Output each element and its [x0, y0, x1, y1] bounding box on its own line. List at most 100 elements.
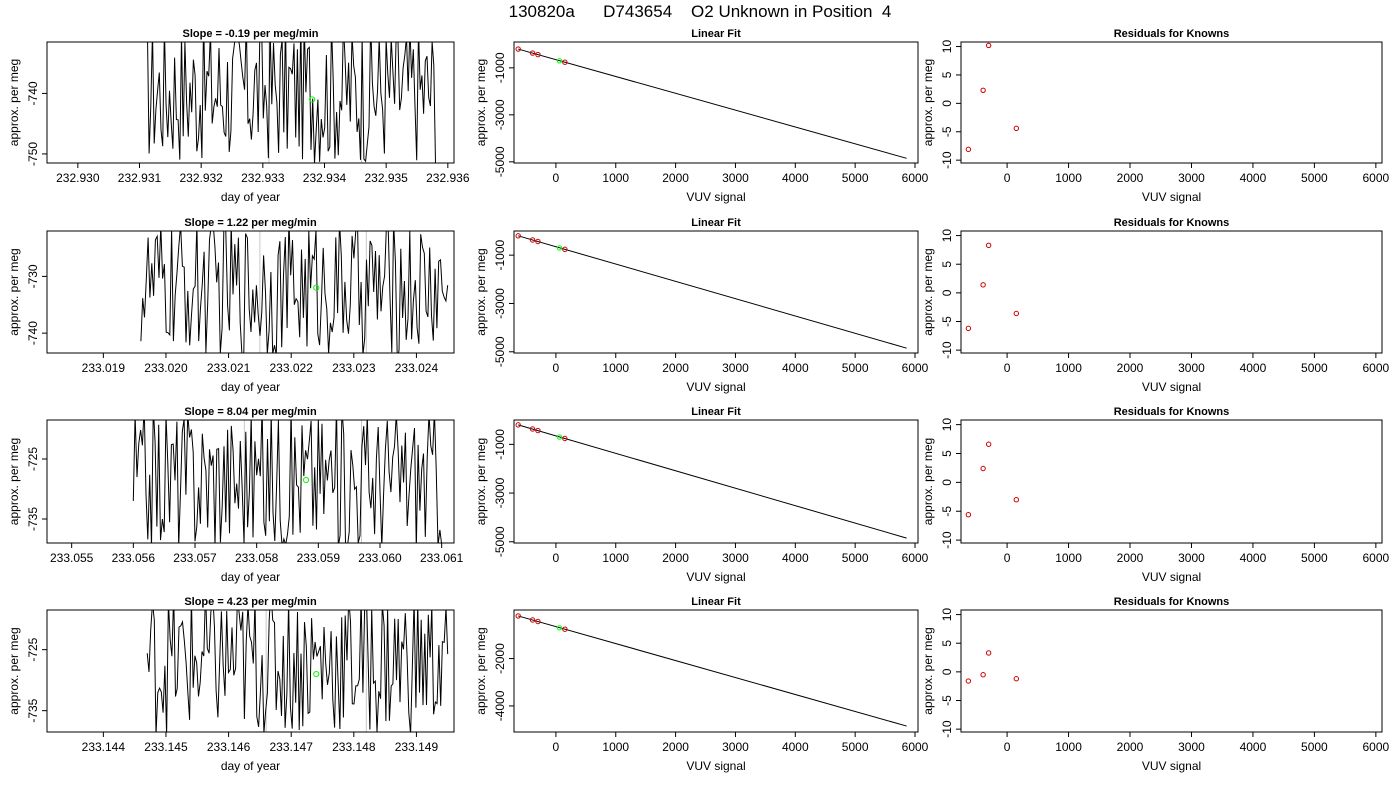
- y-tick-label: -10: [940, 720, 954, 738]
- signal-trace: [140, 231, 449, 353]
- x-tick-label: 1000: [602, 551, 629, 565]
- known-point: [529, 50, 536, 56]
- fit-line: [518, 235, 907, 349]
- x-tick-label: 6000: [902, 740, 929, 754]
- known-point: [980, 672, 986, 678]
- known-point: [1013, 310, 1020, 317]
- x-tick-label: 1000: [602, 740, 629, 754]
- known-point: [980, 282, 986, 288]
- x-tick-label: 233.019: [82, 361, 126, 375]
- y-tick-label: -5: [940, 695, 954, 706]
- known-point: [985, 42, 992, 49]
- x-axis-label: day of year: [221, 380, 280, 394]
- y-tick-label: -725: [26, 447, 40, 471]
- x-axis-label: day of year: [221, 570, 280, 584]
- x-tick-label: 1000: [602, 361, 629, 375]
- known-point: [515, 46, 521, 52]
- x-axis-label: VUV signal: [686, 570, 745, 584]
- panel-2-2: Linear Fit 0 1000 2000 3000 4000 5000 6000 -5000…: [474, 217, 929, 394]
- known-point: [535, 427, 541, 434]
- y-tick-label: -725: [26, 637, 40, 661]
- y-tick-label: -5000: [493, 146, 507, 177]
- x-tick-label: 233.024: [395, 361, 439, 375]
- x-tick-label: 5000: [842, 740, 869, 754]
- known-point: [980, 465, 986, 472]
- panel-2-1: Linear Fit 0 1000 2000 3000 4000 5000 6000 -5000…: [474, 28, 929, 204]
- y-tick-label: 10: [940, 608, 954, 622]
- x-axis-label: VUV signal: [1142, 190, 1201, 204]
- y-axis-label: approx. per meg: [7, 248, 21, 335]
- plot-area: [146, 610, 449, 732]
- x-tick-label: 233.020: [144, 361, 188, 375]
- x-tick-label: 5000: [842, 171, 869, 185]
- panel-frame: [513, 230, 919, 354]
- fit-line: [518, 424, 907, 539]
- x-tick-label: 0: [1004, 171, 1011, 185]
- y-tick-label: -735: [26, 698, 40, 722]
- y-axis-label: approx. per meg: [921, 627, 935, 714]
- known-point: [529, 426, 536, 432]
- x-tick-label: 233.023: [332, 361, 376, 375]
- x-tick-label: 5000: [842, 361, 869, 375]
- y-tick-label: -5000: [493, 526, 507, 557]
- known-point: [515, 422, 521, 428]
- unknown-point: [556, 245, 563, 251]
- y-tick-label: -3000: [493, 99, 507, 130]
- known-point: [985, 242, 992, 249]
- y-tick-label: 5: [940, 450, 954, 457]
- known-point: [985, 650, 992, 656]
- y-axis-label: approx. per meg: [474, 627, 488, 714]
- panel-frame: [960, 419, 1383, 544]
- y-axis-label: approx. per meg: [7, 438, 21, 525]
- panel-2-4: Linear Fit 0 1000 2000 3000 4000 5000 6000 -4000…: [474, 596, 929, 773]
- panel-2-3: Linear Fit 0 1000 2000 3000 4000 5000 6000 -5000…: [474, 406, 929, 584]
- y-tick-label: -2000: [493, 643, 507, 674]
- x-tick-label: 6000: [1363, 171, 1390, 185]
- plot-area: [965, 42, 1020, 153]
- y-tick-label: -750: [26, 142, 40, 166]
- known-point: [562, 435, 568, 442]
- x-axis-label: day of year: [221, 190, 280, 204]
- x-tick-label: 5000: [1301, 361, 1328, 375]
- y-tick-label: 5: [940, 71, 954, 78]
- x-tick-label: 233.060: [358, 551, 402, 565]
- signal-trace: [146, 610, 449, 732]
- y-tick-label: 0: [940, 668, 954, 675]
- x-tick-label: 2000: [1117, 740, 1144, 754]
- plot-area: [515, 613, 907, 727]
- known-point: [1013, 676, 1020, 682]
- x-tick-label: 1000: [602, 171, 629, 185]
- y-axis-label: approx. per meg: [7, 59, 21, 146]
- x-tick-label: 1000: [1055, 171, 1082, 185]
- unknown-point: [313, 670, 320, 678]
- plot-area: [140, 231, 449, 353]
- y-tick-label: 0: [940, 289, 954, 296]
- x-axis-label: VUV signal: [686, 380, 745, 394]
- x-tick-label: 233.149: [395, 740, 439, 754]
- x-axis-label: VUV signal: [686, 190, 745, 204]
- y-tick-label: -10: [940, 151, 954, 169]
- plot-area: [515, 233, 907, 349]
- x-tick-label: 0: [553, 740, 560, 754]
- y-axis-label: approx. per meg: [7, 627, 21, 714]
- known-point: [965, 512, 972, 518]
- x-tick-label: 232.930: [56, 171, 100, 185]
- signal-trace: [132, 420, 442, 543]
- x-tick-label: 233.146: [207, 740, 251, 754]
- y-tick-label: -1000: [493, 239, 507, 270]
- x-tick-label: 0: [1004, 361, 1011, 375]
- x-tick-label: 2000: [1117, 551, 1144, 565]
- panel-frame: [513, 41, 919, 164]
- unknown-point: [556, 434, 563, 440]
- x-tick-label: 0: [553, 171, 560, 185]
- panel-3-1: Residuals for Knowns 0 1000 2000 3000 4000 500…: [921, 28, 1390, 204]
- x-tick-label: 4000: [1240, 361, 1267, 375]
- panel-1-2: Slope = 1.22 per meg/min 233.019 233.020 23…: [7, 217, 455, 394]
- plot-area: [965, 650, 1020, 684]
- x-tick-label: 4000: [1240, 551, 1267, 565]
- y-tick-label: -3000: [493, 288, 507, 319]
- panel-title: Linear Fit: [691, 596, 741, 608]
- x-tick-label: 5000: [842, 551, 869, 565]
- x-axis-label: VUV signal: [1142, 759, 1201, 773]
- x-tick-label: 233.148: [332, 740, 376, 754]
